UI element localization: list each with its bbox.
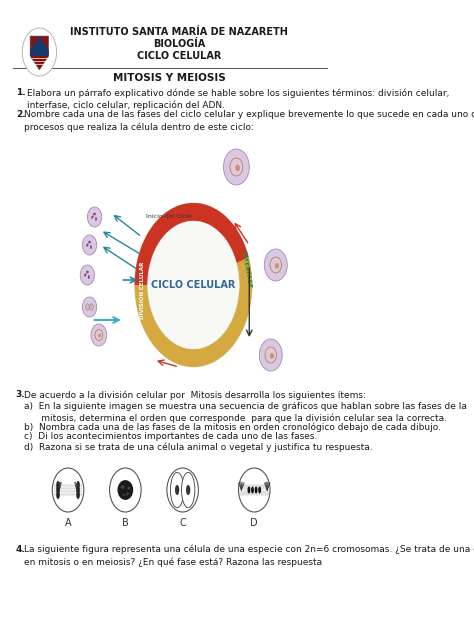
Ellipse shape [93, 213, 96, 216]
Text: INTERFASE: INTERFASE [240, 251, 252, 289]
Text: 3.: 3. [16, 390, 26, 399]
Text: INSTITUTO SANTA MARÍA DE NAZARETH: INSTITUTO SANTA MARÍA DE NAZARETH [70, 27, 288, 37]
Text: b)  Nombra cada una de las fases de la mitosis en orden cronológico debajo de ca: b) Nombra cada una de las fases de la mi… [24, 422, 441, 432]
Ellipse shape [95, 217, 97, 221]
Text: A: A [65, 518, 72, 528]
Circle shape [223, 149, 249, 185]
Circle shape [230, 158, 243, 176]
Circle shape [91, 324, 107, 346]
Ellipse shape [91, 216, 93, 219]
Ellipse shape [88, 275, 90, 279]
Text: C: C [179, 518, 186, 528]
Ellipse shape [171, 472, 184, 507]
Circle shape [82, 235, 97, 255]
Text: D: D [250, 518, 258, 528]
Ellipse shape [118, 480, 133, 500]
Ellipse shape [126, 492, 129, 495]
Wedge shape [135, 203, 252, 367]
Text: 4.: 4. [16, 545, 26, 554]
Text: Nombre cada una de las fases del ciclo celular y explique brevemente lo que suce: Nombre cada una de las fases del ciclo c… [24, 110, 474, 131]
Text: De acuerdo a la división celular por  Mitosis desarrolla los siguientes ítems:: De acuerdo a la división celular por Mit… [24, 390, 365, 399]
Ellipse shape [86, 304, 89, 310]
Circle shape [264, 249, 287, 281]
Polygon shape [30, 36, 49, 56]
Text: d)  Razona si se trata de una célula animal o vegetal y justifica tu respuesta.: d) Razona si se trata de una célula anim… [24, 442, 372, 451]
Text: DIVISIÓN CELULAR: DIVISIÓN CELULAR [140, 261, 145, 319]
Circle shape [87, 207, 102, 227]
Ellipse shape [175, 485, 179, 495]
Text: La siguiente figura representa una célula de una especie con 2n=6 cromosomas. ¿S: La siguiente figura representa una célul… [24, 545, 474, 567]
Ellipse shape [186, 485, 191, 495]
Ellipse shape [128, 487, 130, 489]
Ellipse shape [56, 486, 60, 494]
Circle shape [98, 334, 101, 337]
Circle shape [22, 28, 56, 76]
Circle shape [80, 265, 94, 285]
Circle shape [236, 165, 240, 171]
Text: Elabora un párrafo explicativo dónde se hable sobre los siguientes términos: div: Elabora un párrafo explicativo dónde se … [27, 88, 450, 110]
Ellipse shape [76, 491, 80, 499]
Ellipse shape [182, 472, 195, 507]
Ellipse shape [90, 245, 92, 249]
Text: 1.: 1. [16, 88, 26, 97]
Text: CICLO CELULAR: CICLO CELULAR [137, 51, 221, 61]
Circle shape [52, 468, 84, 512]
Ellipse shape [86, 270, 89, 273]
Circle shape [95, 329, 103, 341]
Ellipse shape [76, 481, 80, 489]
Text: B: B [122, 518, 129, 528]
Ellipse shape [56, 491, 60, 499]
Circle shape [265, 347, 276, 363]
Ellipse shape [86, 243, 89, 246]
Ellipse shape [56, 481, 60, 489]
Text: MITOSIS Y MEIOSIS: MITOSIS Y MEIOSIS [113, 73, 226, 83]
Polygon shape [30, 36, 49, 70]
Ellipse shape [123, 494, 125, 496]
Circle shape [109, 468, 141, 512]
Ellipse shape [258, 487, 261, 494]
Ellipse shape [247, 487, 250, 494]
Text: Inicio del Ciclo: Inicio del Ciclo [146, 214, 191, 219]
Ellipse shape [255, 487, 257, 494]
Text: c)  Di los acontecimientos importantes de cada uno de las fases.: c) Di los acontecimientos importantes de… [24, 432, 317, 441]
Ellipse shape [88, 241, 91, 243]
Circle shape [275, 263, 279, 269]
Ellipse shape [121, 485, 124, 489]
Circle shape [238, 468, 270, 512]
Circle shape [270, 353, 274, 359]
Circle shape [259, 339, 282, 371]
Circle shape [82, 297, 97, 317]
Circle shape [270, 257, 282, 273]
Circle shape [135, 203, 252, 367]
Text: BIOLOGÍA: BIOLOGÍA [153, 39, 205, 49]
Wedge shape [135, 203, 248, 285]
Ellipse shape [84, 273, 86, 277]
Circle shape [167, 468, 199, 512]
Ellipse shape [251, 487, 254, 494]
Circle shape [147, 221, 239, 349]
Text: 2.: 2. [16, 110, 26, 119]
Text: a)  En la siguiente imagen se muestra una secuencia de gráficos que hablan sobre: a) En la siguiente imagen se muestra una… [24, 402, 466, 423]
Text: CICLO CELULAR: CICLO CELULAR [151, 280, 236, 290]
Ellipse shape [90, 304, 93, 310]
Ellipse shape [76, 486, 80, 494]
